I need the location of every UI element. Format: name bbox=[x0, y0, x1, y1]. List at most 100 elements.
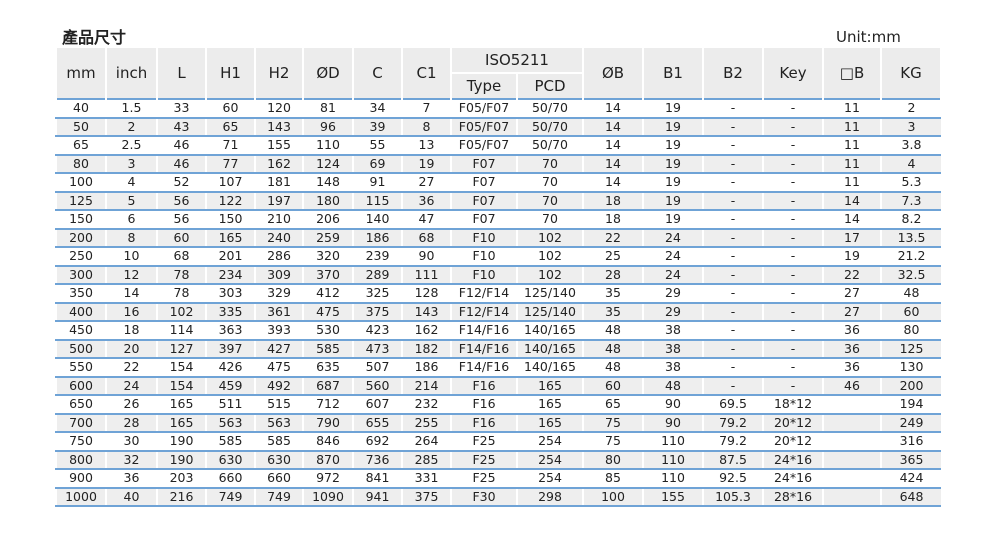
cell-pcd: 140/165 bbox=[517, 358, 583, 378]
cell-l: 216 bbox=[156, 487, 206, 507]
cell-b1: 24 bbox=[642, 265, 703, 285]
cell-pcd: 254 bbox=[516, 450, 583, 470]
cell-c1: 19 bbox=[401, 154, 451, 174]
table-row: 150 6 56 150 210 206 140 47 F07 70 18 19- -14 8.2 bbox=[56, 210, 941, 230]
cell-type: F07 bbox=[450, 191, 517, 211]
cell-kg: 5.3 bbox=[881, 173, 941, 193]
cell-l: 33 bbox=[157, 99, 206, 119]
cell-c1: 8 bbox=[401, 117, 451, 137]
cell-h1: 335 bbox=[205, 302, 255, 322]
cell-mm: 350 bbox=[56, 284, 106, 304]
cell-b2: - bbox=[703, 173, 763, 193]
cell-key: - bbox=[762, 339, 823, 359]
cell-h2: 749 bbox=[254, 487, 303, 507]
cell-key: - bbox=[762, 117, 823, 137]
cell-h1: 60 bbox=[206, 99, 255, 119]
cell-b2: - bbox=[703, 247, 763, 267]
cell-h1: 77 bbox=[205, 154, 255, 174]
cell-l: 203 bbox=[157, 469, 206, 489]
cell-b2: 79.2 bbox=[703, 432, 763, 452]
cell-inch: 2.5 bbox=[106, 136, 157, 156]
cell-ob: 80 bbox=[582, 450, 643, 470]
cell-l: 78 bbox=[156, 265, 206, 285]
cell-square-b: 11 bbox=[822, 154, 881, 174]
header-c: C bbox=[352, 48, 403, 99]
cell-square-b bbox=[822, 450, 881, 470]
cell-square-b: 36 bbox=[822, 339, 881, 359]
cell-c: 736 bbox=[352, 450, 402, 470]
cell-type: F05/F07 bbox=[451, 136, 517, 156]
cell-square-b: 36 bbox=[823, 358, 881, 378]
table-row: 700 28 165 563 563 790 655 255 F16 165 75 90 79.2 20*… bbox=[55, 413, 941, 433]
cell-mm: 50 bbox=[55, 117, 106, 137]
cell-c1: 182 bbox=[401, 339, 451, 359]
cell-inch: 4 bbox=[106, 173, 157, 193]
header-h1: H1 bbox=[205, 48, 256, 99]
cell-c: 507 bbox=[353, 358, 402, 378]
cell-ob: 14 bbox=[583, 173, 643, 193]
cell-od: 206 bbox=[303, 210, 353, 230]
cell-type: F07 bbox=[451, 210, 517, 230]
cell-h1: 165 bbox=[205, 228, 255, 248]
cell-key: - bbox=[763, 358, 823, 378]
table-row: 800 32 190 630 630 870 736 285 F25 254 80 110 87.5 24… bbox=[55, 450, 941, 470]
cell-mm: 750 bbox=[56, 432, 106, 452]
table-row: 650 26 165 511 515 712 607 232 F16 165 65 90 69.5 18*… bbox=[56, 395, 941, 415]
table-row: 200 8 60 165 240 259 186 68 F10 102 22 24- -17 13.5 bbox=[55, 228, 941, 248]
cell-l: 60 bbox=[156, 228, 206, 248]
cell-od: 124 bbox=[302, 154, 353, 174]
cell-od: 687 bbox=[302, 376, 353, 396]
cell-h1: 150 bbox=[206, 210, 255, 230]
table-row: 750 30 190 585 585 846 692 264 F25 254 75 110 79.2 20… bbox=[56, 432, 941, 452]
cell-b2: - bbox=[703, 321, 763, 341]
cell-ob: 14 bbox=[582, 117, 643, 137]
cell-od: 712 bbox=[303, 395, 353, 415]
cell-type: F07 bbox=[450, 154, 517, 174]
cell-square-b: 19 bbox=[823, 247, 881, 267]
cell-key: 20*12 bbox=[762, 413, 823, 433]
cell-mm: 125 bbox=[55, 191, 106, 211]
cell-ob: 35 bbox=[583, 284, 643, 304]
cell-b2: - bbox=[703, 99, 763, 119]
cell-type: F25 bbox=[451, 469, 517, 489]
cell-inch: 14 bbox=[106, 284, 157, 304]
cell-b1: 90 bbox=[643, 395, 703, 415]
cell-h2: 143 bbox=[254, 117, 303, 137]
cell-square-b bbox=[823, 432, 881, 452]
table-row: 500 20 127 397 427 585 473 182 F14/F16 140/165 48 3… bbox=[55, 339, 941, 359]
cell-h2: 181 bbox=[255, 173, 303, 193]
cell-mm: 80 bbox=[55, 154, 106, 174]
cell-b2: - bbox=[702, 191, 763, 211]
cell-mm: 250 bbox=[56, 247, 106, 267]
cell-c1: 143 bbox=[401, 302, 451, 322]
cell-h2: 309 bbox=[254, 265, 303, 285]
table-row: 350 14 78 303 329 412 325 128 F12/F14 125/140 35 29… bbox=[56, 284, 941, 304]
cell-c: 560 bbox=[352, 376, 402, 396]
cell-b1: 90 bbox=[642, 413, 703, 433]
header-h2: H2 bbox=[254, 48, 304, 99]
cell-pcd: 254 bbox=[517, 469, 583, 489]
cell-kg: 48 bbox=[881, 284, 941, 304]
cell-kg: 424 bbox=[881, 469, 941, 489]
cell-key: - bbox=[762, 191, 823, 211]
table-row: 250 10 68 201 286 320 239 90 F10 102 25 24- -19 21.2 bbox=[56, 247, 941, 267]
cell-kg: 125 bbox=[880, 339, 941, 359]
cell-type: F16 bbox=[450, 376, 517, 396]
cell-ob: 100 bbox=[582, 487, 643, 507]
cell-ob: 75 bbox=[582, 413, 643, 433]
cell-h2: 155 bbox=[255, 136, 303, 156]
cell-c1: 111 bbox=[401, 265, 451, 285]
cell-pcd: 70 bbox=[516, 191, 583, 211]
cell-inch: 20 bbox=[105, 339, 157, 359]
cell-mm: 500 bbox=[55, 339, 106, 359]
cell-c1: 13 bbox=[402, 136, 451, 156]
cell-inch: 1.5 bbox=[106, 99, 157, 119]
cell-od: 81 bbox=[303, 99, 353, 119]
cell-od: 412 bbox=[303, 284, 353, 304]
cell-b2: 92.5 bbox=[703, 469, 763, 489]
cell-ob: 65 bbox=[583, 395, 643, 415]
header-square-b: □B bbox=[822, 48, 882, 99]
cell-b2: 87.5 bbox=[702, 450, 763, 470]
cell-c1: 36 bbox=[401, 191, 451, 211]
cell-b1: 48 bbox=[642, 376, 703, 396]
